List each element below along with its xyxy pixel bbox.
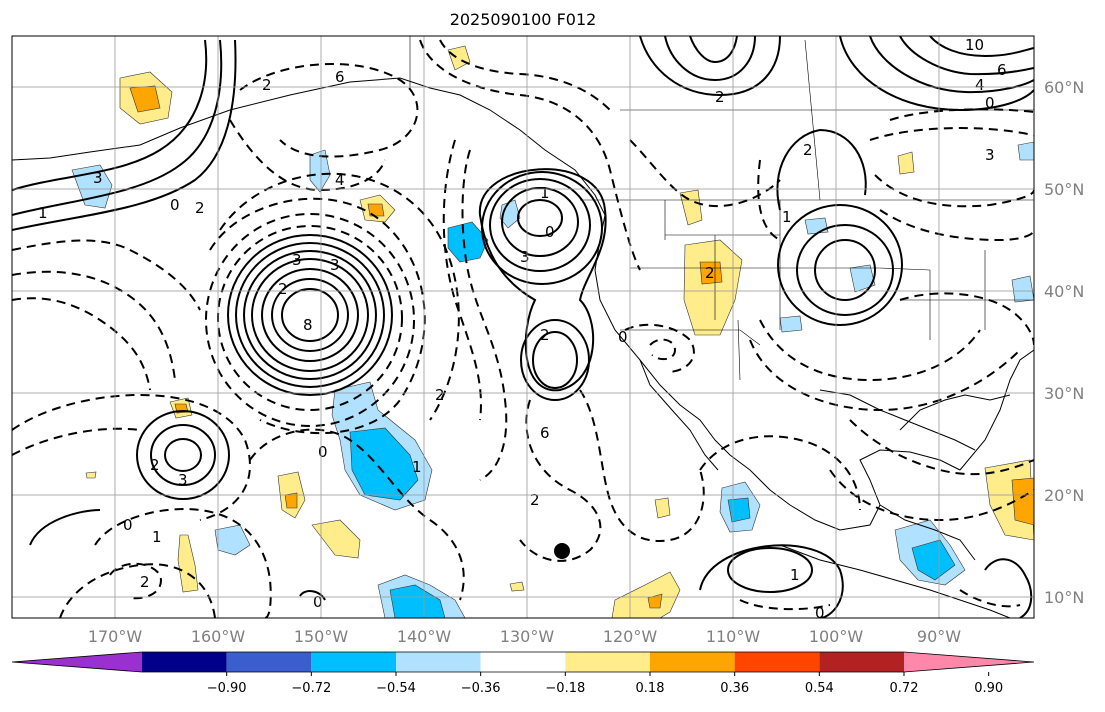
contour-label: 3 — [520, 248, 530, 266]
contour-label: 1 — [782, 208, 792, 226]
solid-contours — [12, 36, 1034, 618]
point-marker — [554, 543, 570, 559]
lat-labels: 60°N 50°N 40°N 30°N 20°N 10°N — [1044, 78, 1084, 607]
contour-label: 2 — [540, 326, 550, 344]
contour-label: 1 — [412, 458, 422, 476]
lon-label: 110°W — [706, 627, 761, 646]
positive-shading — [85, 45, 1034, 618]
colorbar: −0.90 −0.72 −0.54 −0.36 −0.18 0.18 0.36 0.54 0.7… — [11, 651, 1035, 696]
contour-label: 0 — [123, 516, 133, 534]
negative-shading — [71, 141, 1034, 618]
lon-label: 170°W — [88, 627, 143, 646]
colorbar-outline — [11, 651, 1035, 673]
contour-label: 2 — [140, 573, 150, 591]
colorbar-tick-label: 0.54 — [805, 681, 834, 696]
contour-label: 3 — [178, 471, 188, 489]
lon-label: 160°W — [191, 627, 246, 646]
colorbar-tick-label: 0.36 — [720, 681, 749, 696]
colorbar-segment — [480, 652, 566, 672]
colorbar-tick-label: −0.54 — [376, 681, 416, 696]
contour-label: 0 — [170, 196, 180, 214]
colorbar-tick-label: −0.72 — [291, 681, 331, 696]
contour-label: 2 — [530, 491, 540, 509]
contour-label: 0 — [318, 443, 328, 461]
contour-label: 10 — [965, 36, 984, 54]
contour-label: 0 — [618, 328, 628, 346]
contour-label: 4 — [335, 171, 345, 189]
contour-label: 0 — [985, 94, 995, 112]
colorbar-tick-label: 0.18 — [636, 681, 665, 696]
colorbar-tick-label: −0.90 — [207, 681, 247, 696]
lat-label: 40°N — [1044, 282, 1084, 301]
contour-label: 2 — [150, 456, 160, 474]
contour-label: 2 — [435, 386, 445, 404]
contour-label: 1 — [540, 184, 550, 202]
contour-label: 0 — [313, 593, 323, 611]
contour-label: 1 — [152, 528, 162, 546]
contour-label: 3 — [93, 169, 103, 187]
contour-label: 6 — [540, 424, 550, 442]
contour-label: 3 — [330, 256, 340, 274]
colorbar-segment — [311, 652, 396, 672]
colorbar-tick-label: −0.18 — [545, 681, 585, 696]
lon-label: 90°W — [917, 627, 961, 646]
contour-label: 2 — [803, 141, 813, 159]
colorbar-segment — [142, 652, 227, 672]
colorbar-tick-label: 0.72 — [890, 681, 919, 696]
map-frame-bg — [12, 36, 1034, 618]
contour-label: 2 — [278, 280, 288, 298]
lat-label: 30°N — [1044, 384, 1084, 403]
contour-labels: 3 1 0 2 3 4 2 3 2 8 6 3 0 2 1 0 2 2 0 1 … — [38, 36, 1007, 622]
colorbar-tick-label: −0.36 — [461, 681, 501, 696]
lon-label: 140°W — [397, 627, 452, 646]
contour-label: 1 — [790, 566, 800, 584]
contour-label: 2 — [195, 199, 205, 217]
contour-label: 4 — [975, 76, 985, 94]
contour-label: 6 — [997, 61, 1007, 79]
colorbar-segment — [819, 652, 904, 672]
lat-label: 20°N — [1044, 486, 1084, 505]
map-title: 2025090100 F012 — [449, 10, 597, 29]
contour-label: 2 — [262, 76, 272, 94]
lon-labels: 170°W 160°W 150°W 140°W 130°W 120°W 110°… — [88, 627, 961, 646]
lon-label: 130°W — [500, 627, 555, 646]
colorbar-extend-low — [12, 652, 142, 672]
contour-label: 1 — [38, 204, 48, 222]
contour-label: 6 — [335, 68, 345, 86]
borders — [409, 36, 1034, 381]
colorbar-segment — [396, 652, 481, 672]
lat-label: 50°N — [1044, 180, 1084, 199]
lat-label: 10°N — [1044, 588, 1084, 607]
contour-label: 8 — [303, 316, 313, 334]
lon-label: 100°W — [809, 627, 864, 646]
colorbar-segment — [734, 652, 820, 672]
lon-label: 150°W — [294, 627, 349, 646]
lat-label: 60°N — [1044, 78, 1084, 97]
contour-label: 2 — [705, 264, 715, 282]
colorbar-extend-high — [904, 652, 1034, 672]
contour-label: 2 — [715, 88, 725, 106]
contour-label: 3 — [985, 146, 995, 164]
map-border — [11, 35, 1035, 619]
lon-label: 120°W — [603, 627, 658, 646]
colorbar-segment — [565, 652, 650, 672]
contour-label: 0 — [545, 223, 555, 241]
colorbar-tick-label: 0.90 — [974, 681, 1003, 696]
graticule — [12, 36, 1034, 618]
colorbar-segment — [650, 652, 735, 672]
contour-label: 0 — [815, 604, 825, 622]
colorbar-segment — [226, 652, 312, 672]
contour-label: 3 — [292, 251, 302, 269]
